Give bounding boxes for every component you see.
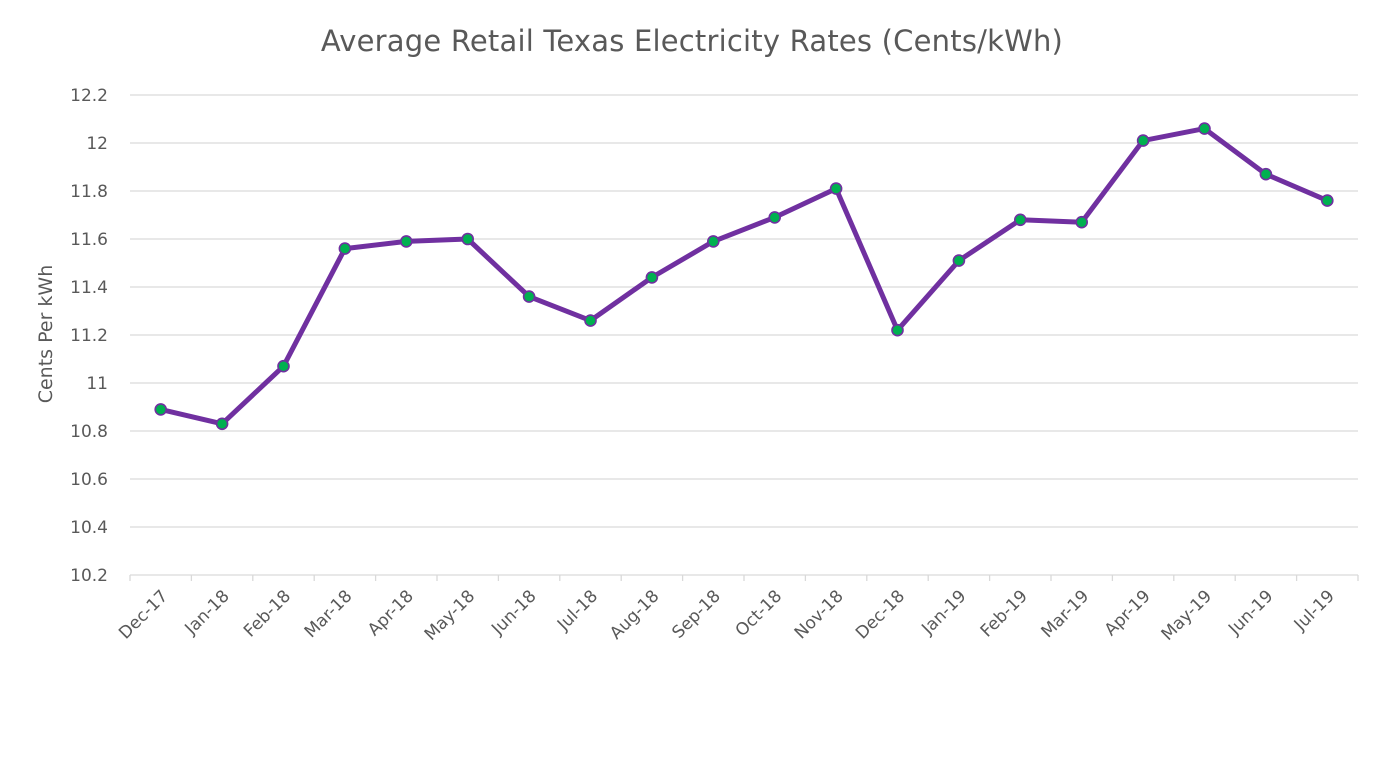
x-tick-label: Jan-18 (181, 586, 234, 639)
data-point (1321, 194, 1334, 207)
data-point (645, 271, 659, 284)
x-tick-label: Dec-17 (115, 586, 172, 643)
y-tick-label: 10.4 (70, 518, 108, 538)
y-tick-label: 11.4 (70, 278, 108, 298)
data-point (461, 232, 475, 246)
x-tick-label: Feb-18 (240, 586, 295, 641)
y-tick-label: 11.8 (70, 182, 108, 202)
data-point (399, 235, 413, 248)
x-tick-label: Jun-19 (1224, 586, 1277, 639)
data-point (338, 242, 352, 255)
x-tick-label: Feb-19 (977, 586, 1032, 641)
data-point (952, 254, 966, 267)
data-point (154, 403, 167, 416)
x-tick-label: Mar-19 (1038, 586, 1094, 642)
y-tick-label: 10.8 (70, 422, 108, 442)
data-point (891, 323, 904, 337)
x-tick-label: Jun-18 (487, 586, 540, 639)
data-point (215, 417, 229, 431)
x-tick-label: Apr-18 (364, 586, 418, 640)
y-tick-label: 11.2 (70, 326, 108, 346)
data-point (584, 314, 597, 327)
x-tick-label: Nov-18 (791, 586, 848, 643)
x-tick-label: Jul-18 (553, 586, 602, 635)
chart-title: Average Retail Texas Electricity Rates (… (320, 24, 1064, 58)
data-point (1075, 215, 1088, 229)
data-point (829, 182, 843, 195)
x-tick-label: Jul-19 (1290, 586, 1339, 635)
data-point (1259, 167, 1273, 181)
y-tick-label: 12.2 (70, 86, 108, 106)
data-point (706, 235, 720, 248)
y-tick-label: 11 (86, 374, 108, 394)
x-tick-label: Apr-19 (1101, 586, 1155, 640)
x-tick-label: Oct-18 (732, 586, 787, 641)
x-tick-label: Jan-19 (917, 586, 970, 639)
y-tick-label: 11.6 (70, 230, 108, 250)
x-tick-label: Sep-18 (668, 586, 724, 642)
series-line (158, 126, 1330, 427)
data-point (277, 359, 290, 373)
x-tick-label: May-18 (421, 586, 479, 644)
x-tick-label: May-19 (1158, 586, 1216, 644)
data-point (1013, 213, 1027, 227)
data-point (1198, 122, 1211, 135)
y-tick-label: 12 (86, 134, 108, 154)
y-tick-label: 10.2 (70, 566, 108, 586)
x-tick-label: Aug-18 (606, 586, 663, 643)
x-tick-label: Mar-18 (301, 586, 357, 642)
x-tick-label: Dec-18 (852, 586, 909, 643)
data-point (1136, 134, 1150, 147)
y-tick-label: 10.6 (70, 470, 108, 490)
data-point (768, 211, 782, 224)
data-point (522, 290, 536, 303)
